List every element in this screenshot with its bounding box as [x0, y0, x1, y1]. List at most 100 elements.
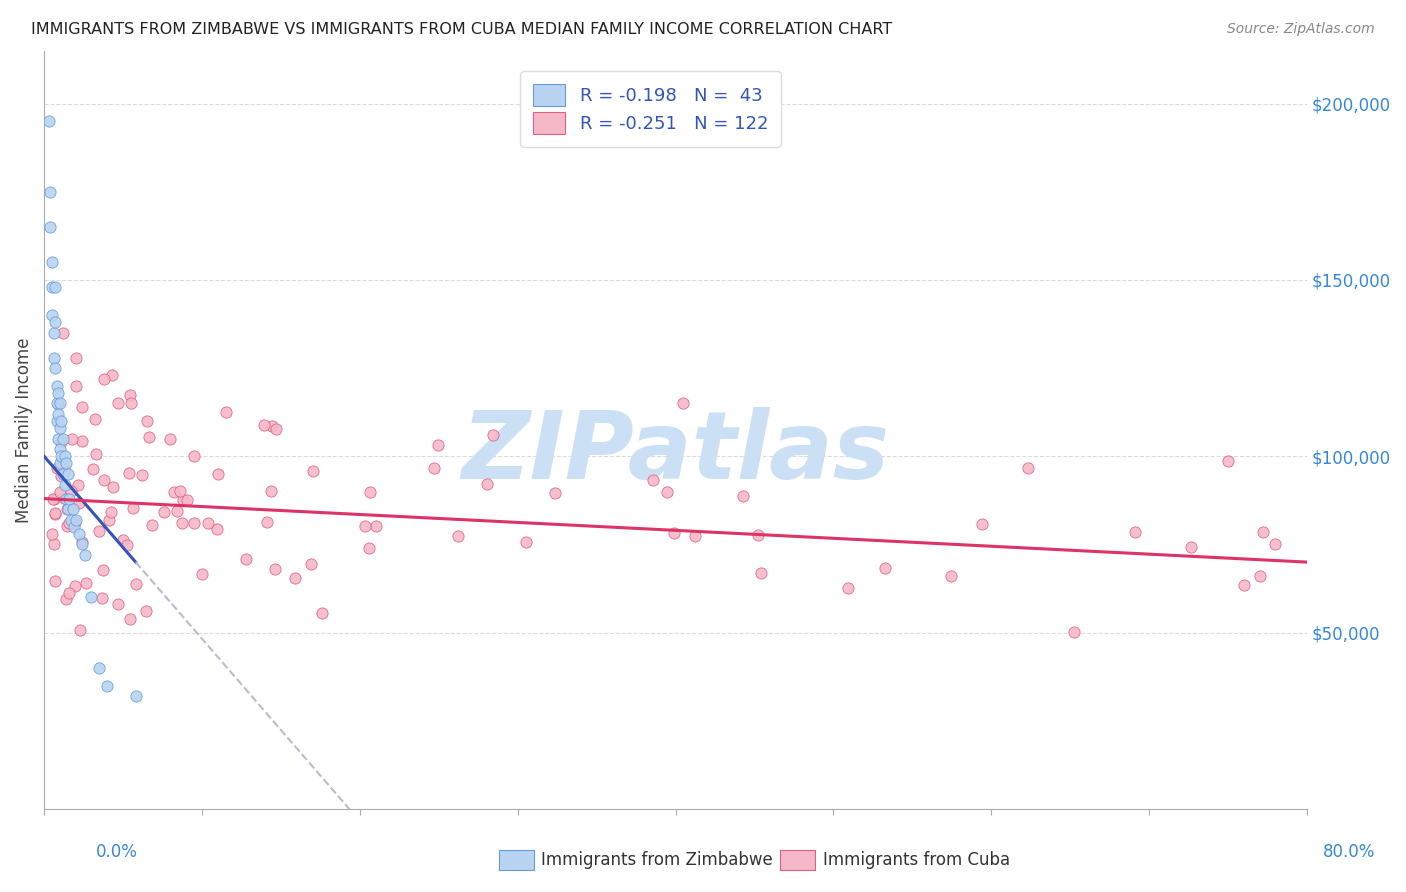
Point	[107, 395, 129, 409]
Point	[731, 489, 754, 503]
Point	[41, 308, 63, 322]
Point	[44, 315, 66, 329]
Point	[51, 469, 73, 483]
Text: 0.0%: 0.0%	[96, 843, 138, 861]
Point	[65, 351, 87, 365]
Point	[52, 458, 75, 473]
Point	[359, 484, 381, 499]
Point	[190, 566, 212, 581]
Point	[1216, 454, 1239, 468]
Point	[515, 535, 537, 549]
Point	[260, 484, 283, 499]
Point	[75, 548, 97, 562]
Point	[423, 460, 446, 475]
Point	[46, 407, 69, 421]
Point	[118, 388, 141, 402]
Point	[1233, 578, 1256, 592]
Point	[172, 492, 194, 507]
Point	[364, 519, 387, 533]
Point	[63, 520, 86, 534]
Point	[354, 519, 377, 533]
Point	[118, 466, 141, 480]
Y-axis label: Median Family Income: Median Family Income	[15, 337, 32, 523]
Point	[49, 456, 72, 470]
Point	[163, 484, 186, 499]
Point	[207, 522, 229, 536]
Point	[63, 515, 86, 529]
Point	[214, 405, 236, 419]
Point	[67, 496, 90, 510]
Point	[837, 581, 859, 595]
Point	[749, 566, 772, 580]
Point	[45, 378, 67, 392]
Point	[62, 502, 84, 516]
Point	[159, 432, 181, 446]
Point	[49, 421, 72, 435]
Point	[41, 527, 63, 541]
Point	[38, 114, 60, 128]
Point	[1123, 525, 1146, 540]
Point	[135, 604, 157, 618]
Point	[683, 528, 706, 542]
Point	[51, 450, 73, 464]
Point	[101, 480, 124, 494]
Point	[131, 468, 153, 483]
Point	[256, 515, 278, 529]
Point	[53, 450, 76, 464]
Point	[941, 569, 963, 583]
Point	[58, 586, 80, 600]
Point	[52, 467, 75, 481]
Point	[46, 385, 69, 400]
Point	[70, 537, 93, 551]
Point	[1063, 624, 1085, 639]
Text: Immigrants from Cuba: Immigrants from Cuba	[823, 851, 1010, 869]
Point	[45, 414, 67, 428]
Point	[122, 501, 145, 516]
Point	[49, 485, 72, 500]
Text: Source: ZipAtlas.com: Source: ZipAtlas.com	[1227, 22, 1375, 37]
Point	[42, 492, 65, 507]
Text: ZIPatlas: ZIPatlas	[461, 407, 890, 499]
Point	[93, 563, 115, 577]
Point	[84, 411, 107, 425]
Point	[96, 679, 118, 693]
Point	[52, 491, 75, 505]
Point	[56, 502, 79, 516]
Point	[75, 575, 97, 590]
Point	[302, 464, 325, 478]
Point	[426, 438, 449, 452]
Point	[299, 557, 322, 571]
Point	[183, 450, 205, 464]
Point	[207, 467, 229, 481]
Point	[141, 517, 163, 532]
Point	[873, 560, 896, 574]
Point	[153, 505, 176, 519]
Point	[169, 484, 191, 499]
Text: 80.0%: 80.0%	[1323, 843, 1375, 861]
Point	[52, 432, 75, 446]
Point	[284, 571, 307, 585]
Point	[641, 473, 664, 487]
Point	[93, 372, 115, 386]
Point	[55, 591, 77, 606]
Point	[39, 220, 62, 235]
Point	[44, 507, 66, 521]
Point	[138, 429, 160, 443]
Point	[52, 326, 75, 340]
Point	[55, 456, 77, 470]
Point	[107, 597, 129, 611]
Point	[124, 689, 146, 703]
Point	[42, 351, 65, 365]
Point	[747, 528, 769, 542]
Point	[67, 527, 90, 541]
Point	[58, 516, 80, 531]
Point	[655, 485, 678, 500]
Point	[544, 486, 567, 500]
Point	[93, 473, 115, 487]
Point	[59, 513, 82, 527]
Point	[477, 477, 499, 491]
Point	[69, 623, 91, 637]
Point	[49, 396, 72, 410]
Point	[84, 447, 107, 461]
Point	[44, 574, 66, 589]
